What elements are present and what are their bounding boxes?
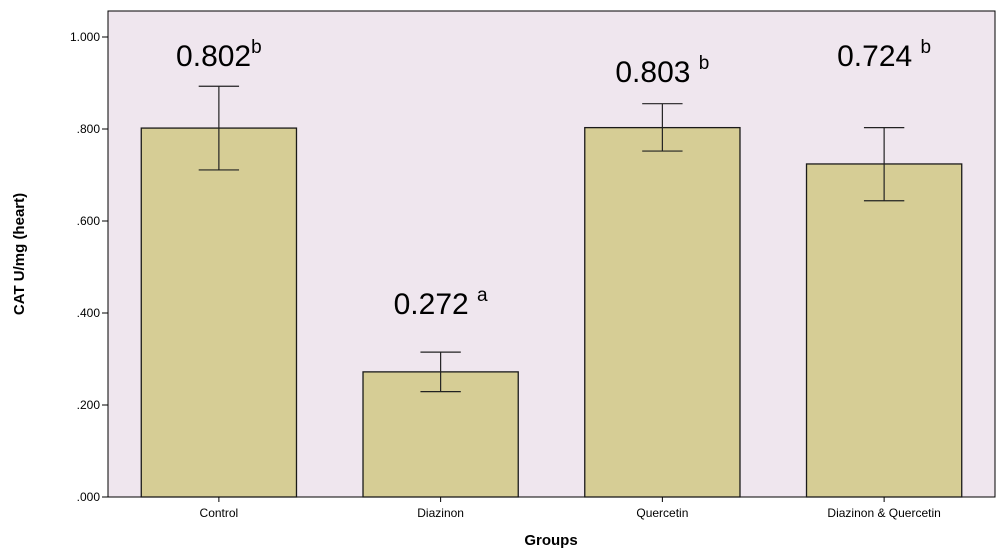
bar-control	[140, 127, 298, 498]
x-tick-label: Control	[200, 506, 239, 520]
data-label-value: 0.803	[615, 56, 698, 89]
x-axis: Control Diazinon Quercetin Diazinon & Querc…	[200, 497, 941, 520]
x-tick-label: Diazinon	[417, 506, 464, 520]
y-tick-label: .200	[77, 398, 101, 412]
significance-letter: a	[477, 285, 488, 306]
y-tick-label: .800	[77, 122, 101, 136]
y-tick-label: .000	[77, 490, 101, 504]
x-axis-title: Groups	[524, 532, 577, 549]
data-label-3: 0.803 b	[615, 53, 709, 89]
error-bars-layer	[198, 85, 905, 393]
y-tick-label: .400	[77, 306, 101, 320]
data-label-4: 0.724 b	[837, 37, 931, 73]
data-label-1: 0.802b	[176, 37, 262, 73]
y-tick-label: .600	[77, 214, 101, 228]
bar-quercetin	[584, 126, 741, 498]
significance-letter: b	[921, 37, 932, 58]
significance-letter: b	[699, 53, 710, 74]
y-axis: .000 .200 .400 .600 .800 1.000	[70, 30, 108, 504]
x-tick-label: Diazinon & Quercetin	[827, 506, 940, 520]
x-tick-label: Quercetin	[636, 506, 688, 520]
data-label-value: 0.724	[837, 40, 920, 73]
y-axis-title: CAT U/mg (heart)	[11, 193, 28, 315]
data-label-2: 0.272 a	[394, 285, 488, 321]
y-tick-label: 1.000	[70, 30, 100, 44]
bar-diazinon-quercetin	[805, 163, 963, 498]
data-label-value: 0.802	[176, 40, 251, 73]
data-label-value: 0.272	[394, 288, 477, 321]
bars-layer	[140, 126, 963, 498]
significance-letter: b	[251, 37, 262, 58]
